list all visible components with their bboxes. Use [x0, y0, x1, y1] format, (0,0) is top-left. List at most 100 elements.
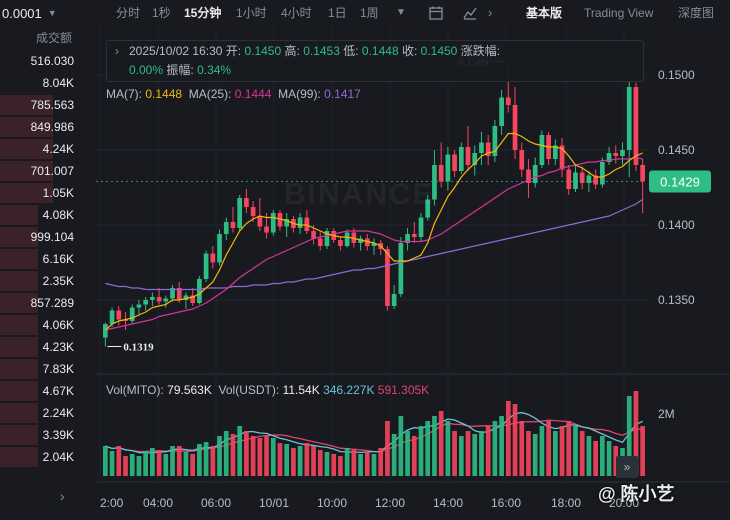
- turnover-row: 785.563: [0, 94, 96, 116]
- candle-body: [579, 172, 585, 183]
- change-value: 0.00%: [129, 63, 164, 77]
- candle: [344, 229, 350, 248]
- candle-body: [599, 162, 605, 185]
- view-tradingview[interactable]: Trading View: [584, 6, 654, 20]
- ma25-label: MA(25):: [188, 87, 232, 101]
- candle-body: [284, 219, 290, 227]
- candle: [479, 132, 484, 165]
- volume-bar: [633, 391, 639, 476]
- candle-body: [358, 238, 363, 243]
- interval-tab[interactable]: 分时: [116, 6, 141, 20]
- candle: [425, 195, 431, 221]
- chevron-down-icon[interactable]: ▼: [396, 7, 406, 18]
- candle-body: [304, 217, 310, 231]
- candle: [324, 228, 330, 249]
- candle-body: [311, 231, 316, 239]
- high-value: 0.1453: [303, 44, 340, 58]
- candle-body: [458, 147, 464, 171]
- volume-bar: [103, 446, 108, 476]
- chevron-right-icon[interactable]: ›: [488, 5, 493, 20]
- volume-bar: [472, 434, 478, 476]
- interval-tab[interactable]: 4小时: [281, 6, 312, 20]
- candle: [559, 138, 565, 177]
- price-step-select[interactable]: 0.0001 ▼: [0, 0, 96, 26]
- candle: [237, 195, 243, 231]
- candle-body: [183, 295, 189, 300]
- chevron-right-icon[interactable]: ›: [115, 44, 119, 58]
- candle: [566, 165, 572, 195]
- x-tick-label: 2:00: [100, 496, 124, 510]
- candle-body: [156, 297, 162, 302]
- turnover-row: 701.007: [0, 160, 96, 182]
- candle-body: [391, 294, 397, 306]
- indicator-icon[interactable]: [462, 0, 478, 30]
- volume-bar: [190, 454, 196, 476]
- volume-bar: [539, 426, 545, 476]
- turnover-value: 4.67K: [42, 384, 74, 398]
- depth-bar: [0, 447, 39, 467]
- candle-body: [385, 249, 390, 306]
- candle-body: [109, 310, 115, 324]
- interval-tab[interactable]: 1周: [360, 6, 379, 20]
- candle-body: [633, 87, 639, 165]
- chevron-right-icon[interactable]: ›: [60, 488, 65, 504]
- candle-body: [539, 135, 545, 165]
- candle: [385, 246, 390, 311]
- view-basic[interactable]: 基本版: [526, 6, 563, 20]
- vol-ma-a-value: 346.227K: [323, 383, 375, 397]
- candle: [364, 234, 370, 251]
- interval-tab-active[interactable]: 15分钟: [184, 6, 222, 20]
- double-chevron-right-icon[interactable]: »: [616, 456, 638, 478]
- vol-usdt-value: 11.54K: [282, 383, 320, 397]
- volume-bar: [546, 421, 551, 476]
- candle-body: [472, 153, 478, 165]
- volume-bar: [297, 446, 303, 476]
- turnover-row: 6.16K: [0, 248, 96, 270]
- calendar-icon[interactable]: [428, 0, 444, 30]
- x-tick-label: 16:00: [491, 496, 521, 510]
- view-depth[interactable]: 深度图: [678, 6, 715, 20]
- candle: [123, 312, 128, 330]
- x-tick-label: 18:00: [551, 496, 581, 510]
- turnover-value: 7.83K: [42, 362, 74, 376]
- depth-bar: [0, 249, 39, 269]
- candle: [452, 150, 457, 177]
- volume-bar: [351, 450, 357, 476]
- ma-lines: [104, 132, 643, 454]
- volume-bar: [257, 438, 263, 476]
- turnover-row: 4.06K: [0, 314, 96, 336]
- candle: [257, 198, 263, 231]
- candle-body: [264, 226, 269, 233]
- x-tick-label: 04:00: [143, 496, 173, 510]
- candle: [546, 132, 551, 165]
- candle: [398, 237, 404, 297]
- candle-body: [210, 253, 216, 263]
- y-tick-label: 0.1450: [658, 143, 695, 157]
- candle-body: [452, 154, 457, 171]
- x-tick-label: 10/01: [259, 496, 289, 510]
- volume-bar: [458, 436, 464, 476]
- volume-bar: [559, 426, 565, 476]
- turnover-list: 516.030 8.04K 785.563 849.986 4.24K 701.007 1.…: [0, 50, 96, 468]
- ohlc-info-box: › 2025/10/02 16:30 开: 0.1450 高: 0.1453 低…: [106, 40, 644, 82]
- candle: [150, 292, 155, 306]
- candle: [129, 304, 135, 324]
- author-watermark: @ 陈小艺: [598, 484, 675, 504]
- volume-bar: [338, 456, 343, 476]
- volume-bar: [532, 434, 538, 476]
- turnover-value: 8.04K: [42, 76, 74, 90]
- volume-bar: [505, 401, 511, 476]
- candlestick-chart[interactable]: 0.1500 0.1450 0.1400 0.1350 2:00 04:00 06:00 10…: [96, 26, 730, 520]
- candle-body: [573, 172, 578, 189]
- interval-tab[interactable]: 1日: [328, 6, 347, 20]
- candle-body: [640, 165, 645, 182]
- candle-body: [479, 142, 484, 153]
- ohlc-date: 2025/10/02 16:30: [129, 44, 223, 58]
- interval-tab[interactable]: 1秒: [152, 6, 171, 20]
- x-tick-label: 14:00: [433, 496, 463, 510]
- volume-bar: [203, 442, 209, 476]
- depth-bar: [0, 95, 53, 115]
- candle-body: [606, 153, 612, 162]
- candle-body: [277, 213, 283, 227]
- interval-tab[interactable]: 1小时: [236, 6, 267, 20]
